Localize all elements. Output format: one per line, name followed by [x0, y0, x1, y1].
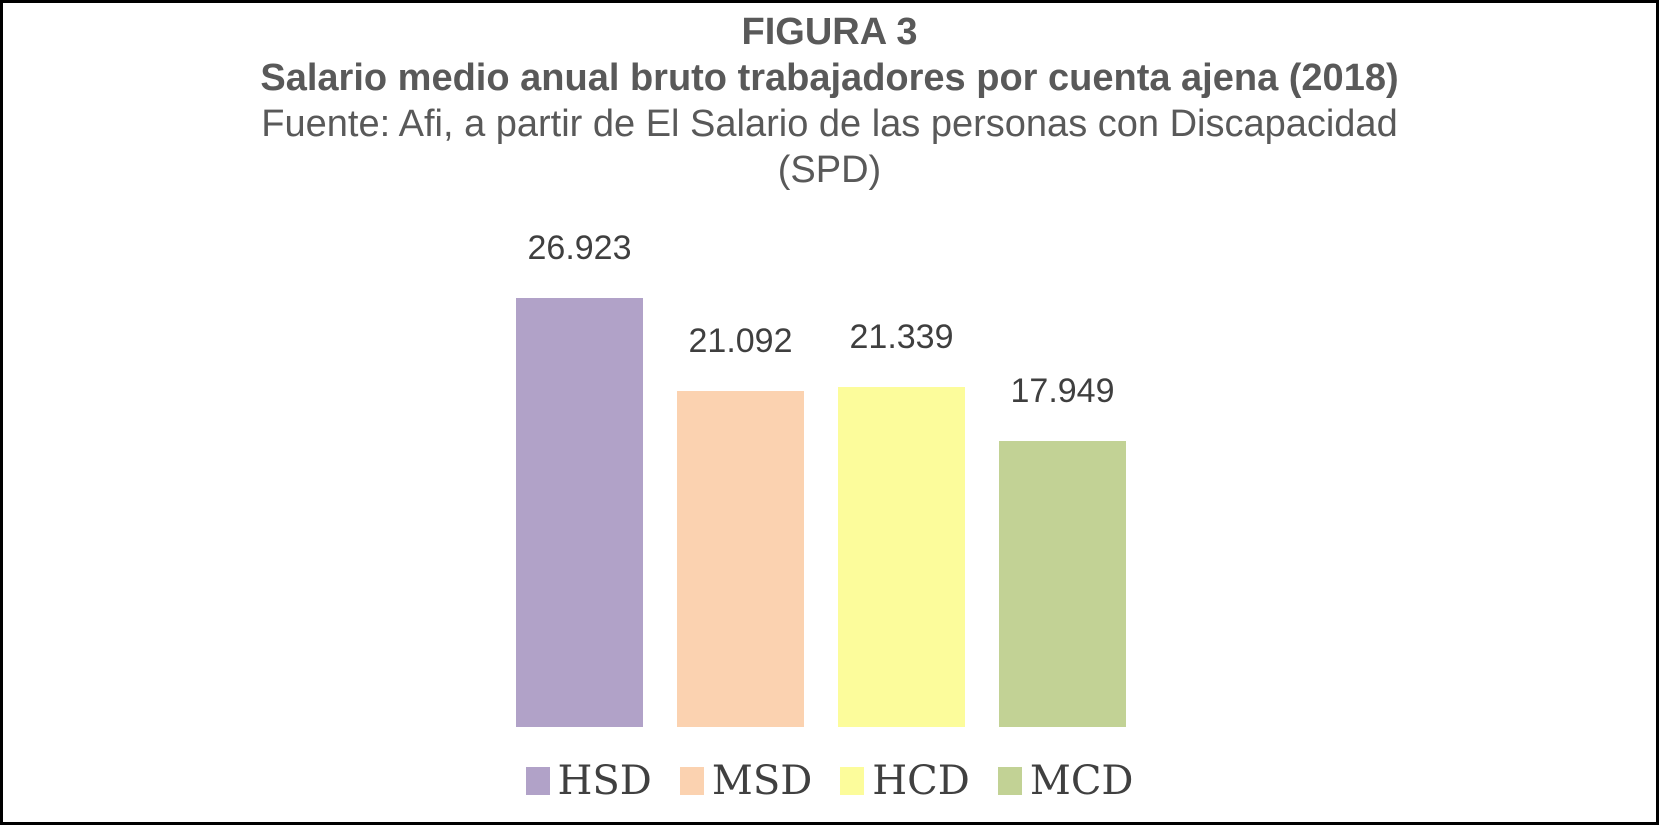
chart-title-block: FIGURA 3 Salario medio anual bruto traba… — [3, 9, 1656, 193]
bar-hsd — [516, 298, 643, 727]
bar-hcd — [838, 387, 965, 727]
bar-value-label-mcd: 17.949 — [1010, 372, 1115, 410]
bar-value-label-hsd: 26.923 — [527, 229, 632, 267]
figure-number-title: FIGURA 3 — [741, 11, 918, 53]
bar-value-label-hcd: 21.339 — [849, 318, 954, 356]
legend-label: MCD — [1029, 758, 1134, 804]
legend-swatch-icon — [525, 767, 550, 795]
chart-subtitle: Salario medio anual bruto trabajadores p… — [260, 57, 1399, 99]
legend-swatch-icon — [679, 767, 704, 795]
bar-msd — [677, 391, 804, 727]
bar-mcd — [999, 441, 1126, 727]
legend-label: HCD — [872, 758, 970, 804]
source-line-1: Fuente: Afi, a partir de El Salario de l… — [261, 103, 1398, 145]
legend-item-hsd: HSD — [525, 758, 652, 804]
legend-item-msd: MSD — [679, 758, 813, 804]
source-line-2: (SPD) — [777, 149, 882, 191]
legend-item-hcd: HCD — [840, 761, 970, 801]
legend-item-mcd: MCD — [997, 758, 1134, 804]
legend-label: HSD — [557, 758, 652, 804]
bar-plot: 26.923 21.092 21.339 17.949 — [516, 3, 1131, 727]
legend-label: MSD — [711, 758, 813, 804]
legend-swatch-icon — [840, 767, 865, 795]
legend-swatch-icon — [997, 767, 1022, 795]
legend: HSD MSD HCD MCD — [3, 761, 1656, 801]
bar-value-label-msd: 21.092 — [688, 322, 793, 360]
